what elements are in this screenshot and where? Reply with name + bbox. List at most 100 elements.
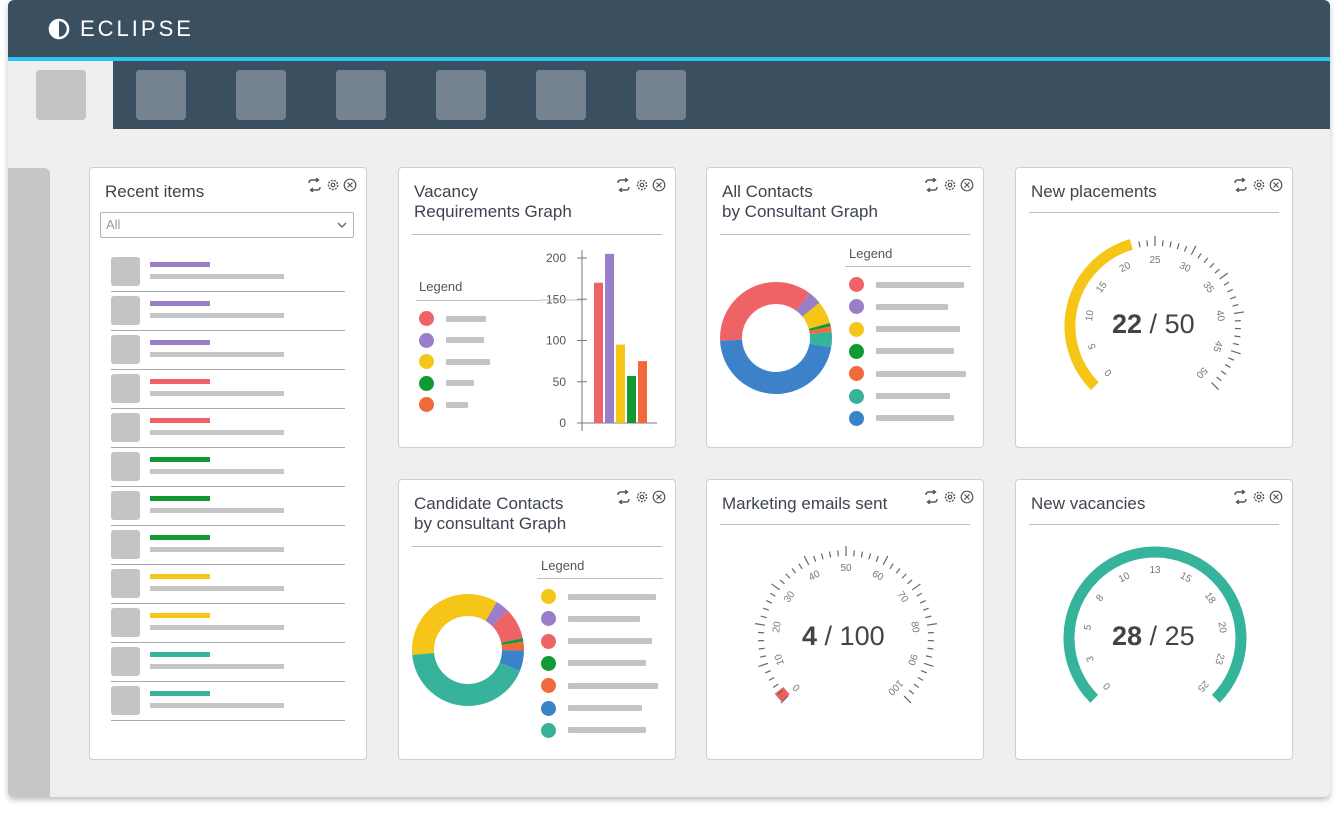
row-divider: [111, 330, 345, 331]
brand[interactable]: ECLIPSE: [48, 15, 194, 43]
gear-icon[interactable]: [326, 178, 340, 192]
gauge-tick-label: 30: [782, 589, 798, 605]
close-icon[interactable]: [652, 490, 666, 504]
refresh-icon[interactable]: [615, 178, 632, 192]
legend-item: [541, 722, 646, 738]
tab-4[interactable]: [336, 70, 386, 120]
gauge-tick-label: 25: [1195, 678, 1211, 694]
item-thumbnail: [111, 452, 140, 481]
legend-label-placeholder: [446, 401, 468, 408]
row-divider: [111, 603, 345, 604]
legend-title: Legend: [541, 558, 585, 573]
bar: [605, 253, 614, 423]
legend-label-placeholder: [568, 705, 642, 711]
gauge-tick-label: 13: [1149, 565, 1161, 576]
tab-7[interactable]: [636, 70, 686, 120]
widget-actions: [923, 178, 974, 192]
legend-dot: [849, 343, 864, 359]
refresh-icon[interactable]: [923, 490, 940, 504]
gear-icon[interactable]: [943, 178, 957, 192]
title-divider: [1029, 524, 1279, 525]
legend-dot: [541, 589, 556, 604]
item-title-placeholder: [150, 457, 210, 462]
gauge-tick-label: 5: [1086, 341, 1098, 350]
tab-2[interactable]: [136, 70, 186, 120]
legend-dot: [541, 678, 556, 694]
gauge-tick-label: 20: [1118, 260, 1133, 275]
legend-label-placeholder: [568, 615, 640, 622]
gear-icon[interactable]: [635, 490, 649, 504]
tab-6[interactable]: [536, 70, 586, 120]
tab-5[interactable]: [436, 70, 486, 120]
list-item[interactable]: [111, 530, 345, 569]
legend-dot: [849, 388, 864, 404]
close-icon[interactable]: [652, 178, 666, 192]
title-divider: [1029, 212, 1279, 213]
item-subtitle-placeholder: [150, 313, 284, 318]
close-icon[interactable]: [960, 490, 974, 504]
legend-label-placeholder: [876, 370, 966, 377]
legend-dot: [541, 611, 556, 627]
legend-label-placeholder: [446, 358, 490, 365]
tab-1[interactable]: [36, 70, 86, 120]
close-icon[interactable]: [1269, 490, 1283, 504]
legend-label-placeholder: [568, 727, 646, 734]
item-thumbnail: [111, 569, 140, 598]
list-item[interactable]: [111, 608, 345, 647]
list-item[interactable]: [111, 257, 345, 296]
chevron-down-icon: [337, 222, 347, 228]
gauge-tick: [766, 599, 773, 604]
gear-icon[interactable]: [635, 178, 649, 192]
legend-label-placeholder: [876, 348, 954, 355]
item-title-placeholder: [150, 535, 210, 540]
list-item[interactable]: [111, 686, 345, 725]
refresh-icon[interactable]: [615, 490, 632, 504]
list-item[interactable]: [111, 413, 345, 452]
row-divider: [111, 681, 345, 682]
gauge-value-marker: [774, 686, 790, 702]
row-divider: [111, 447, 345, 448]
side-panel-rail[interactable]: [8, 168, 50, 797]
recent-filter-select[interactable]: All: [100, 212, 354, 238]
gear-icon[interactable]: [1252, 178, 1266, 192]
gauge-tick: [1203, 257, 1209, 264]
gauge-tick-label: 20: [1215, 621, 1228, 634]
gear-icon[interactable]: [1252, 490, 1266, 504]
legend-item: [849, 410, 954, 426]
gear-icon[interactable]: [943, 490, 957, 504]
list-item[interactable]: [111, 452, 345, 491]
legend-item: [419, 375, 474, 391]
close-icon[interactable]: [343, 178, 357, 192]
gauge-tick: [813, 555, 817, 562]
list-item[interactable]: [111, 374, 345, 413]
list-item[interactable]: [111, 296, 345, 335]
item-thumbnail: [111, 608, 140, 637]
refresh-icon[interactable]: [1232, 178, 1249, 192]
gauge-tick: [925, 655, 933, 658]
close-icon[interactable]: [960, 178, 974, 192]
list-item[interactable]: [111, 569, 345, 608]
list-item[interactable]: [111, 647, 345, 686]
list-item[interactable]: [111, 335, 345, 374]
gauge-tick: [1169, 241, 1172, 248]
legend-title: Legend: [849, 246, 893, 261]
refresh-icon[interactable]: [1232, 490, 1249, 504]
gauge-tick-label: 10: [773, 652, 787, 666]
recent-filter-value: All: [106, 217, 121, 232]
refresh-icon[interactable]: [306, 178, 323, 192]
tab-3[interactable]: [236, 70, 286, 120]
refresh-icon[interactable]: [923, 178, 940, 192]
widget-title: New placements: [1031, 182, 1157, 201]
donut-slice: [802, 302, 830, 329]
item-title-placeholder: [150, 574, 210, 579]
bar: [638, 361, 647, 423]
item-subtitle-placeholder: [150, 508, 284, 513]
legend-item: [419, 332, 484, 348]
donut-slice: [501, 638, 524, 645]
legend-item: [849, 388, 950, 404]
gauge-tick: [768, 676, 775, 681]
list-item[interactable]: [111, 491, 345, 530]
close-icon[interactable]: [1269, 178, 1283, 192]
item-title-placeholder: [150, 301, 210, 306]
vacancy-bar-chart: 0 50 100 150 200: [540, 250, 657, 431]
